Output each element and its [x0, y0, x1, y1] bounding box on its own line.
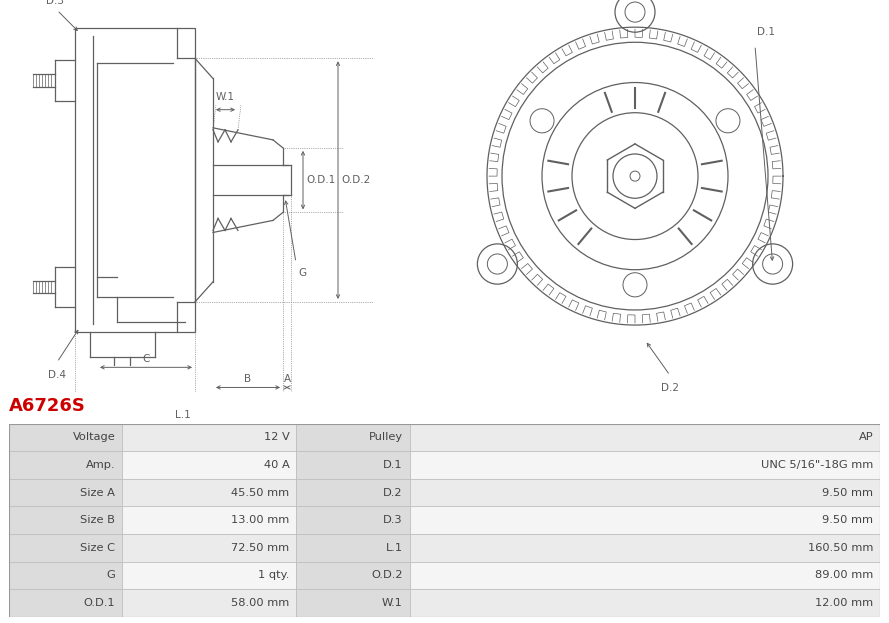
Bar [122, 479, 296, 506]
Bar [9, 589, 122, 617]
Bar [296, 561, 410, 589]
Text: 45.50 mm: 45.50 mm [231, 488, 290, 498]
Text: L.1: L.1 [175, 409, 191, 420]
Text: Size B: Size B [80, 515, 116, 525]
Bar [9, 561, 122, 589]
Bar [296, 451, 410, 479]
Text: C: C [142, 354, 149, 364]
Bar [122, 506, 296, 534]
Text: W.1: W.1 [381, 598, 403, 608]
Text: Voltage: Voltage [72, 432, 116, 442]
Text: B: B [244, 374, 252, 384]
Text: G: G [298, 268, 306, 278]
Text: O.D.1: O.D.1 [84, 598, 116, 608]
Text: Size C: Size C [80, 543, 116, 553]
Text: O.D.1: O.D.1 [306, 175, 335, 185]
Text: D.1: D.1 [757, 27, 775, 37]
Text: D.3: D.3 [46, 0, 64, 6]
Text: O.D.2: O.D.2 [341, 175, 370, 185]
Bar [9, 451, 122, 479]
Bar [296, 589, 410, 617]
Text: 72.50 mm: 72.50 mm [231, 543, 290, 553]
Text: AP: AP [859, 432, 873, 442]
Text: G: G [107, 571, 116, 581]
Bar [410, 534, 880, 561]
Text: 89.00 mm: 89.00 mm [815, 571, 873, 581]
Bar [296, 479, 410, 506]
Bar [122, 589, 296, 617]
Text: 40 A: 40 A [264, 460, 290, 470]
Text: A6726S: A6726S [9, 397, 85, 415]
Text: Size A: Size A [80, 488, 116, 498]
Text: Pulley: Pulley [369, 432, 403, 442]
Bar [9, 506, 122, 534]
Bar [410, 424, 880, 451]
Bar [9, 424, 122, 451]
Bar [410, 589, 880, 617]
Text: 160.50 mm: 160.50 mm [808, 543, 873, 553]
Text: 58.00 mm: 58.00 mm [231, 598, 290, 608]
Bar [75, 28, 195, 332]
Text: 9.50 mm: 9.50 mm [822, 515, 873, 525]
Bar [122, 424, 296, 451]
Text: A: A [284, 374, 291, 384]
Bar [296, 506, 410, 534]
Bar [9, 534, 122, 561]
Text: W.1: W.1 [215, 92, 235, 102]
Text: D.1: D.1 [383, 460, 403, 470]
Bar [122, 561, 296, 589]
Bar [122, 451, 296, 479]
Bar [9, 479, 122, 506]
Text: Amp.: Amp. [85, 460, 116, 470]
Text: D.2: D.2 [383, 488, 403, 498]
Text: 1 qty.: 1 qty. [258, 571, 290, 581]
Bar [296, 534, 410, 561]
Bar [410, 479, 880, 506]
Text: L.1: L.1 [386, 543, 403, 553]
Text: D.3: D.3 [383, 515, 403, 525]
Text: O.D.2: O.D.2 [372, 571, 403, 581]
Text: 9.50 mm: 9.50 mm [822, 488, 873, 498]
Text: 12.00 mm: 12.00 mm [815, 598, 873, 608]
Text: UNC 5/16"-18G mm: UNC 5/16"-18G mm [761, 460, 873, 470]
Text: 12 V: 12 V [264, 432, 290, 442]
Text: 13.00 mm: 13.00 mm [231, 515, 290, 525]
Bar [296, 424, 410, 451]
Bar [410, 561, 880, 589]
Bar [122, 534, 296, 561]
Bar [410, 451, 880, 479]
Bar [410, 506, 880, 534]
Text: D.4: D.4 [48, 370, 66, 381]
Text: D.2: D.2 [661, 383, 679, 394]
